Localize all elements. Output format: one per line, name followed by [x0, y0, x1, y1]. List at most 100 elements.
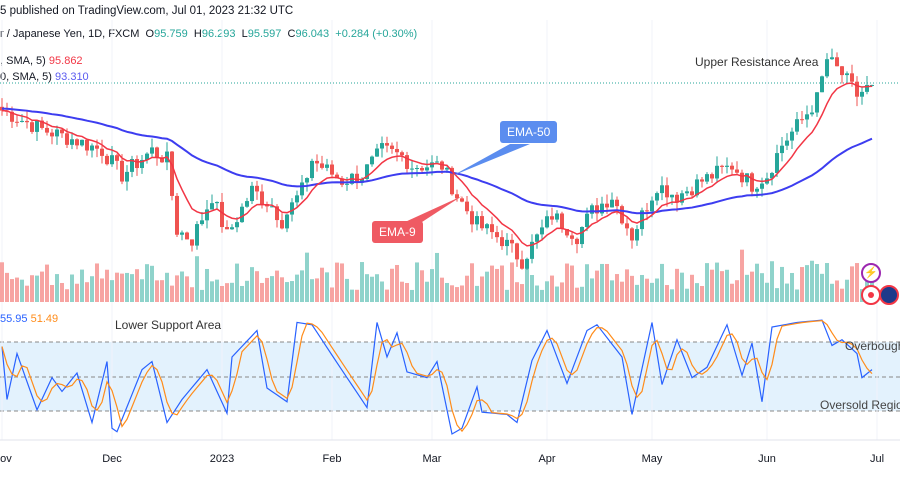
- volume-bar: [140, 279, 144, 302]
- ema9-legend: , SMA, 5) 95.862: [0, 55, 83, 67]
- volume-bar: [85, 282, 89, 302]
- ema50-label: 0, SMA, 5): [0, 71, 52, 83]
- volume-bar: [725, 269, 729, 302]
- candle-body: [595, 205, 599, 214]
- volume-bar: [660, 263, 664, 302]
- volume-bar: [45, 264, 49, 302]
- volume-bar: [410, 289, 414, 302]
- stoch-legend: 55.95 51.49: [0, 313, 58, 325]
- volume-bar: [680, 272, 684, 302]
- candle-body: [525, 258, 529, 269]
- candle-body: [770, 172, 774, 179]
- candle-body: [45, 127, 49, 133]
- candle-body: [390, 145, 394, 149]
- volume-bar: [165, 272, 169, 302]
- volume-bar: [800, 267, 804, 302]
- volume-bar: [245, 280, 249, 302]
- low-label: L: [241, 28, 248, 40]
- volume-bar: [845, 279, 849, 302]
- volume-bar: [275, 270, 279, 302]
- candle-body: [790, 131, 794, 141]
- candle-body: [705, 174, 709, 182]
- candle-body: [115, 155, 119, 161]
- event-icon[interactable]: [861, 285, 881, 305]
- candle-body: [65, 133, 69, 145]
- volume-bar: [330, 287, 334, 302]
- ema50-line: [1, 107, 873, 215]
- lightning-icon[interactable]: ⚡: [861, 263, 881, 283]
- volume-bar: [730, 283, 734, 302]
- volume-bar: [215, 279, 219, 302]
- candle-body: [605, 203, 609, 208]
- ema9-label: , SMA, 5): [0, 55, 46, 67]
- x-tick-label: May: [642, 453, 663, 465]
- volume-bar: [10, 279, 14, 302]
- volume-bar: [415, 262, 419, 302]
- candle-body: [580, 226, 584, 245]
- volume-bar: [500, 265, 504, 302]
- lower-support-label: Lower Support Area: [115, 318, 222, 332]
- candle-body: [855, 81, 859, 97]
- x-tick-label: 2023: [210, 453, 234, 465]
- candle-body: [90, 145, 94, 151]
- candle-body: [660, 185, 664, 194]
- candle-body: [20, 120, 24, 122]
- volume-bar: [555, 286, 559, 302]
- volume-bar: [110, 280, 114, 302]
- volume-bar: [65, 289, 69, 302]
- candle-body: [775, 153, 779, 173]
- volume-bar: [315, 278, 319, 302]
- candle-body: [195, 224, 199, 246]
- volume-bar: [195, 256, 199, 302]
- x-tick-label: Feb: [323, 453, 342, 465]
- candle-body: [720, 165, 724, 167]
- candle-body: [15, 121, 19, 123]
- stoch-k-value: 55.95: [0, 313, 28, 325]
- candle-body: [710, 174, 714, 179]
- volume-bar: [855, 263, 859, 302]
- volume-bar: [370, 276, 374, 302]
- candle-body: [405, 155, 409, 169]
- volume-bar: [690, 274, 694, 302]
- volume-bar: [710, 269, 714, 302]
- volume-bar: [345, 278, 349, 302]
- candle-body: [220, 201, 224, 228]
- candle-body: [850, 73, 854, 82]
- volume-bar: [305, 252, 309, 302]
- candle-body: [110, 155, 114, 165]
- volume-bar: [405, 283, 409, 302]
- volume-bar: [350, 289, 354, 302]
- candle-body: [700, 179, 704, 182]
- candle-body: [830, 57, 834, 60]
- volume-bar: [850, 266, 854, 302]
- volume-bar: [750, 271, 754, 302]
- candle-body: [465, 201, 469, 212]
- volume-bar: [540, 289, 544, 302]
- flag-icon[interactable]: [879, 285, 899, 305]
- volume-bar: [645, 278, 649, 302]
- candle-body: [60, 129, 64, 134]
- volume-bar: [575, 287, 579, 302]
- candle-body: [610, 199, 614, 208]
- volume-bar: [780, 266, 784, 302]
- candle-body: [255, 185, 259, 192]
- volume-bar: [625, 269, 629, 302]
- ema50-value: 93.310: [55, 71, 89, 83]
- volume-bar: [785, 283, 789, 302]
- volume-bar: [325, 272, 329, 302]
- volume-bar: [535, 285, 539, 302]
- candle-body: [615, 199, 619, 207]
- candle-body: [270, 206, 274, 208]
- candle-body: [715, 165, 719, 179]
- volume-bar: [560, 282, 564, 302]
- volume-bar: [475, 285, 479, 302]
- volume-bar: [270, 276, 274, 302]
- candle-body: [455, 194, 459, 199]
- candle-body: [185, 232, 189, 240]
- candle-body: [315, 160, 319, 164]
- volume-bar: [505, 289, 509, 302]
- volume-bar: [320, 267, 324, 302]
- volume-bar: [265, 277, 269, 302]
- candle-body: [310, 160, 314, 179]
